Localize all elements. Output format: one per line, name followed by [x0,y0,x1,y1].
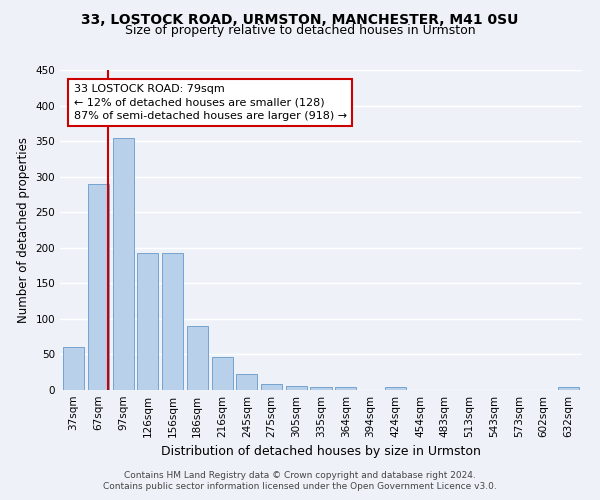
Bar [286,386,307,390]
Bar [236,374,257,390]
Bar [335,387,356,390]
Text: Contains public sector information licensed under the Open Government Licence v3: Contains public sector information licen… [103,482,497,491]
Bar [88,184,109,390]
Bar [63,348,84,390]
Text: Size of property relative to detached houses in Urmston: Size of property relative to detached ho… [125,24,475,37]
Bar [558,387,579,390]
X-axis label: Distribution of detached houses by size in Urmston: Distribution of detached houses by size … [161,446,481,458]
Bar [137,254,158,390]
Text: 33, LOSTOCK ROAD, URMSTON, MANCHESTER, M41 0SU: 33, LOSTOCK ROAD, URMSTON, MANCHESTER, M… [82,12,518,26]
Text: Contains HM Land Registry data © Crown copyright and database right 2024.: Contains HM Land Registry data © Crown c… [124,471,476,480]
Bar [162,254,183,390]
Bar [187,326,208,390]
Bar [310,387,332,390]
Bar [113,138,134,390]
Bar [212,356,233,390]
Y-axis label: Number of detached properties: Number of detached properties [17,137,30,323]
Text: 33 LOSTOCK ROAD: 79sqm
← 12% of detached houses are smaller (128)
87% of semi-de: 33 LOSTOCK ROAD: 79sqm ← 12% of detached… [74,84,347,120]
Bar [261,384,282,390]
Bar [385,387,406,390]
